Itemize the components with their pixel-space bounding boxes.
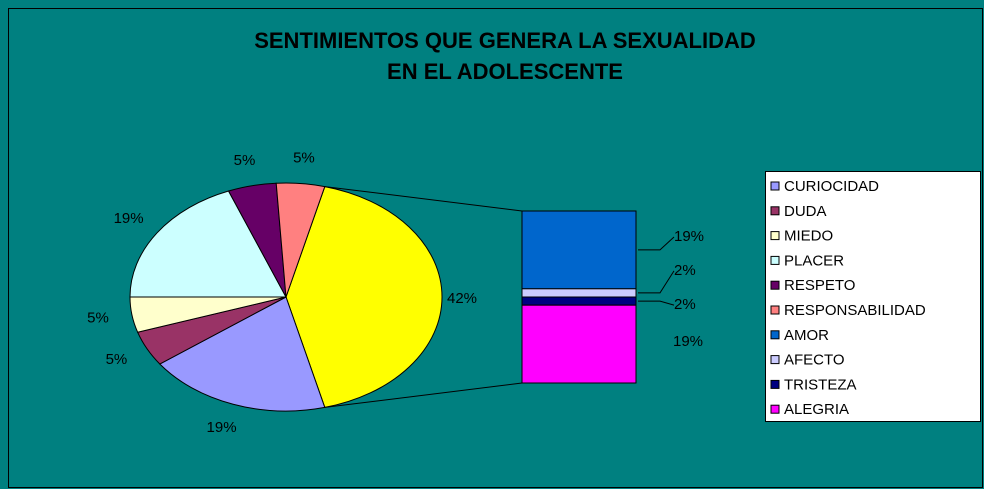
legend-label: DUDA	[784, 203, 827, 220]
leader-line	[638, 300, 675, 306]
legend-swatch	[770, 206, 780, 216]
legend-label: TRISTEZA	[784, 376, 857, 393]
legend-label: AFECTO	[784, 352, 845, 369]
legend-label: RESPETO	[784, 277, 855, 294]
chart-title: EN EL ADOLESCENTE	[387, 59, 623, 84]
legend-swatch	[770, 404, 780, 414]
legend-swatch	[770, 231, 780, 241]
pie-slice	[285, 186, 443, 408]
data-label: 5%	[293, 150, 315, 167]
data-label: 19%	[674, 228, 704, 245]
data-label: 19%	[114, 210, 144, 227]
pie-slice	[158, 296, 326, 412]
bar-segment	[521, 210, 637, 290]
data-label: 19%	[673, 333, 703, 350]
legend-swatch	[770, 181, 780, 191]
leader-line	[638, 236, 675, 251]
bar-segment	[521, 304, 637, 384]
data-label: 2%	[674, 296, 696, 313]
legend-label: ALEGRIA	[784, 401, 849, 418]
legend-swatch	[770, 255, 780, 265]
legend-box	[765, 171, 981, 422]
leader-line	[638, 270, 675, 294]
chart-title: SENTIMIENTOS QUE GENERA LA SEXUALIDAD	[254, 28, 756, 53]
legend-label: PLACER	[784, 252, 844, 269]
legend-label: AMOR	[784, 327, 829, 344]
chart-frame	[8, 8, 983, 488]
data-label: 2%	[674, 262, 696, 279]
bar-segment	[521, 296, 637, 306]
data-label: 5%	[87, 310, 109, 327]
legend-label: CURIOCIDAD	[784, 178, 879, 195]
pie-slice	[275, 182, 326, 298]
bar-segment	[521, 288, 637, 298]
legend-label: RESPONSABILIDAD	[784, 302, 926, 319]
connector-line	[324, 382, 523, 408]
data-label: 42%	[447, 290, 477, 307]
data-label: 5%	[106, 351, 128, 368]
legend-swatch	[770, 305, 780, 315]
data-label: 5%	[234, 152, 256, 169]
data-label: 19%	[207, 419, 237, 436]
legend-swatch	[770, 330, 780, 340]
connector-line	[324, 186, 523, 212]
legend-swatch	[770, 280, 780, 290]
legend-label: MIEDO	[784, 228, 833, 245]
pie-slice	[129, 190, 287, 298]
legend-swatch	[770, 355, 780, 365]
legend-swatch	[770, 379, 780, 389]
